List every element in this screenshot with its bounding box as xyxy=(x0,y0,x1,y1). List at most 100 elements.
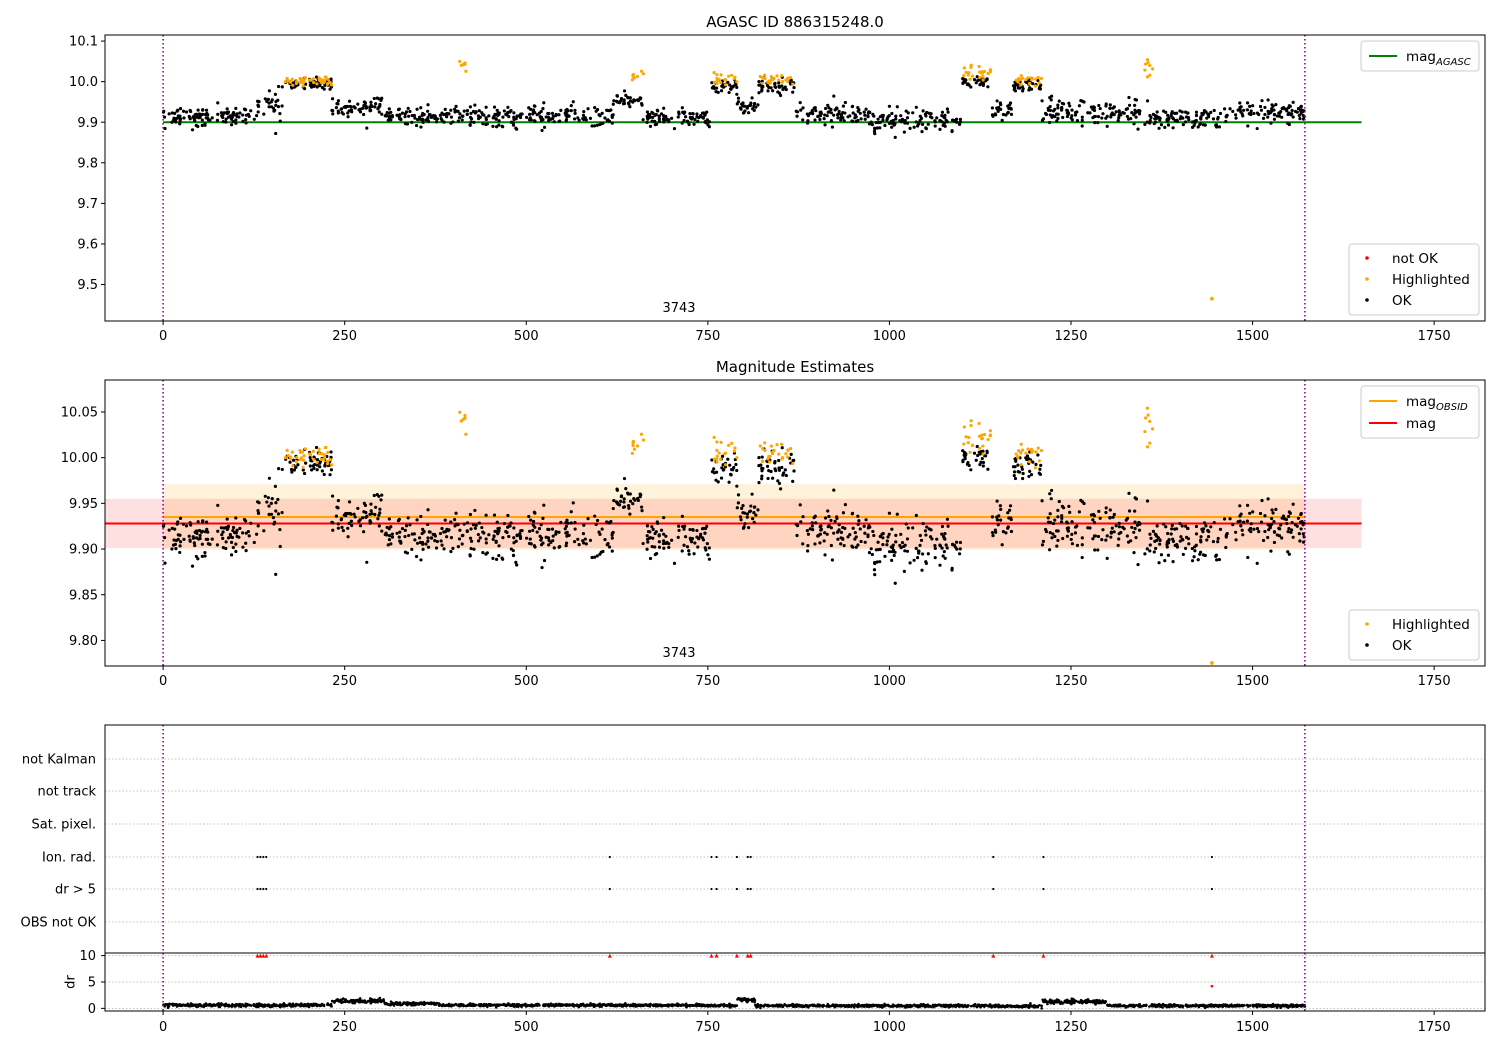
data-point-ok xyxy=(1050,536,1054,540)
data-point-ok xyxy=(1248,111,1253,115)
data-point-ok xyxy=(197,112,202,116)
data-point-ok xyxy=(736,96,741,100)
data-point-ok xyxy=(832,113,836,117)
data-point-ok xyxy=(1285,109,1289,113)
dr-point xyxy=(799,1005,803,1008)
data-point-ok xyxy=(806,543,810,548)
data-point-ok xyxy=(743,511,747,515)
data-point-ok xyxy=(226,115,231,119)
data-point-ok xyxy=(835,516,839,520)
data-point-ok xyxy=(347,109,351,113)
data-point-ok xyxy=(480,525,484,530)
data-point-ok xyxy=(278,111,282,116)
legend-line-label: mag xyxy=(1406,416,1436,432)
data-point-ok xyxy=(653,545,657,549)
data-point-highlighted xyxy=(988,68,993,72)
data-point-ok xyxy=(1108,106,1112,111)
data-point-ok xyxy=(1068,104,1072,108)
data-point-ok xyxy=(557,119,561,124)
data-point-ok xyxy=(1236,520,1240,524)
dr-point xyxy=(233,1005,237,1008)
data-point-ok xyxy=(832,531,836,535)
dr-point xyxy=(504,1004,508,1008)
data-point-ok xyxy=(1279,109,1283,114)
data-point-ok xyxy=(829,111,833,115)
dr-point xyxy=(879,1004,882,1007)
flag-point xyxy=(715,887,718,891)
data-point-ok xyxy=(469,111,473,115)
data-point-ok xyxy=(657,545,662,549)
data-point-ok xyxy=(230,553,234,557)
data-point-ok xyxy=(494,117,498,121)
data-point-ok xyxy=(569,109,573,113)
data-point-ok xyxy=(792,458,796,462)
dr-point xyxy=(416,1002,420,1005)
data-point-ok xyxy=(645,534,649,538)
dr-point xyxy=(489,1004,492,1008)
data-point-ok xyxy=(231,119,235,124)
data-point-ok xyxy=(361,516,365,520)
data-point-ok xyxy=(887,532,891,536)
dr-point xyxy=(450,1004,453,1008)
data-point-ok xyxy=(1218,111,1223,116)
data-point-highlighted xyxy=(283,80,288,84)
data-point-ok xyxy=(226,526,230,531)
y-tick-label: 9.90 xyxy=(69,543,98,558)
data-point-ok xyxy=(377,524,381,528)
data-point-ok xyxy=(853,537,857,541)
data-point-ok xyxy=(1272,530,1277,534)
data-point-ok xyxy=(178,516,183,520)
data-point-ok xyxy=(533,511,537,515)
data-point-ok xyxy=(1174,527,1179,531)
dr-point xyxy=(853,1004,857,1008)
data-point-ok xyxy=(424,542,428,546)
data-point-ok xyxy=(905,121,910,125)
data-point-ok xyxy=(622,497,626,501)
data-point-ok xyxy=(1065,108,1069,112)
data-point-ok xyxy=(1211,117,1216,121)
data-point-highlighted xyxy=(299,456,304,460)
data-point-highlighted xyxy=(969,65,973,69)
data-point-ok xyxy=(502,522,506,526)
data-point-ok xyxy=(1013,476,1018,481)
data-point-ok xyxy=(645,110,650,114)
data-point-ok xyxy=(1260,498,1264,503)
legend-point-swatch xyxy=(1365,622,1369,626)
data-point-ok xyxy=(607,109,612,113)
dr-point xyxy=(600,1005,603,1008)
data-point-ok xyxy=(874,548,878,552)
data-point-ok xyxy=(412,532,416,536)
data-point-highlighted xyxy=(632,447,637,451)
data-point-ok xyxy=(720,84,724,88)
data-point-ok xyxy=(942,121,946,125)
data-point-highlighted xyxy=(962,74,966,78)
data-point-ok xyxy=(515,563,519,567)
panel-1-frame xyxy=(104,34,1486,322)
data-point-ok xyxy=(890,545,895,550)
data-point-ok xyxy=(201,108,205,112)
data-point-ok xyxy=(917,121,921,125)
data-point-ok xyxy=(473,103,477,107)
data-point-ok xyxy=(182,537,186,542)
data-point-ok xyxy=(454,511,458,515)
data-point-highlighted xyxy=(290,77,294,81)
data-point-ok xyxy=(819,111,823,116)
data-point-highlighted xyxy=(763,441,767,445)
data-point-ok xyxy=(1258,511,1263,516)
data-point-highlighted xyxy=(980,437,984,441)
data-point-ok xyxy=(628,105,632,109)
data-point-ok xyxy=(554,112,558,117)
data-point-ok xyxy=(538,534,542,538)
data-point-highlighted xyxy=(1034,77,1038,81)
data-point-ok xyxy=(603,538,607,542)
legend-point-label: OK xyxy=(1392,638,1413,654)
data-point-ok xyxy=(703,531,707,535)
dr-point xyxy=(633,1004,637,1008)
dr-point xyxy=(602,1003,605,1007)
data-point-highlighted xyxy=(1144,62,1148,66)
data-point-ok xyxy=(1239,110,1243,114)
data-point-ok xyxy=(449,108,453,112)
data-point-ok xyxy=(414,554,419,559)
dr-point xyxy=(947,1006,951,1009)
data-point-ok xyxy=(403,528,407,532)
